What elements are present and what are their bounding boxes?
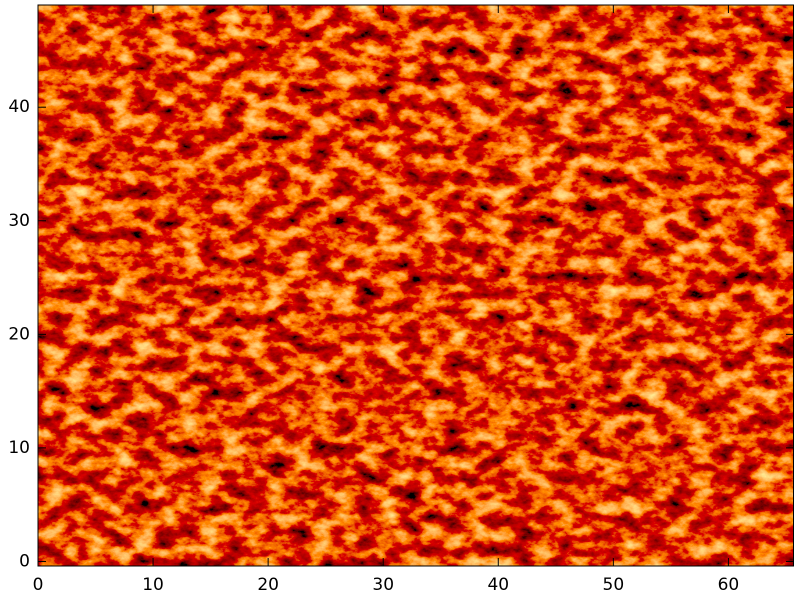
y-tick-label: 40 bbox=[8, 97, 30, 117]
x-tick-label: 20 bbox=[257, 575, 279, 595]
x-tick-label: 30 bbox=[372, 575, 394, 595]
y-tick-label: 0 bbox=[19, 551, 30, 571]
x-tick-label: 40 bbox=[487, 575, 509, 595]
x-tick-label: 50 bbox=[603, 575, 625, 595]
y-tick-label: 20 bbox=[8, 324, 30, 344]
y-tick-label: 30 bbox=[8, 211, 30, 231]
y-tick-label: 10 bbox=[8, 438, 30, 458]
image bbox=[38, 5, 794, 566]
x-tick-label: 10 bbox=[142, 575, 164, 595]
x-tick-label: 60 bbox=[718, 575, 740, 595]
x-tick-label: 0 bbox=[33, 575, 44, 595]
